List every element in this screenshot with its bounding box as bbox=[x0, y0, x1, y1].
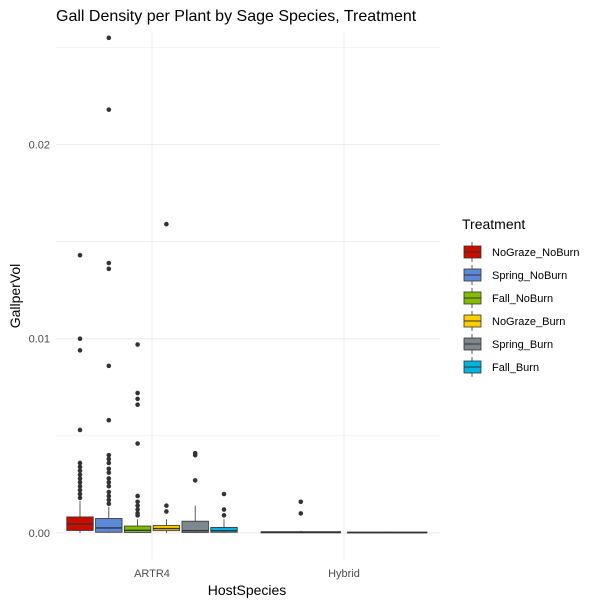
x-axis-title: HostSpecies bbox=[208, 582, 287, 598]
outlier-point bbox=[106, 260, 112, 266]
legend-label: Spring_NoBurn bbox=[492, 270, 567, 282]
y-tick-label: 0.01 bbox=[29, 334, 50, 346]
outlier-point bbox=[192, 452, 198, 458]
outlier-point bbox=[77, 336, 83, 342]
y-tick-label: 0.00 bbox=[29, 528, 50, 540]
outlier-point bbox=[106, 501, 112, 507]
outlier-point bbox=[135, 507, 140, 512]
chart-title: Gall Density per Plant by Sage Species, … bbox=[56, 8, 417, 25]
y-axis-title: GallperVol bbox=[7, 264, 23, 329]
legend-label: NoGraze_NoBurn bbox=[492, 247, 579, 259]
outlier-point bbox=[106, 35, 112, 41]
outlier-point bbox=[77, 480, 83, 485]
box-NoGraze_Burn bbox=[152, 221, 181, 533]
outlier-point bbox=[135, 342, 140, 347]
box-Spring_NoBurn bbox=[95, 35, 123, 533]
outlier-point bbox=[135, 441, 140, 446]
box-Fall_Burn bbox=[210, 491, 238, 533]
outlier-point bbox=[106, 266, 112, 272]
outlier-point bbox=[77, 487, 83, 493]
outlier-point bbox=[135, 503, 140, 508]
box-body bbox=[210, 526, 238, 533]
outlier-point bbox=[77, 348, 83, 353]
outlier-point bbox=[77, 476, 83, 481]
outlier-point bbox=[164, 503, 169, 508]
outlier-point bbox=[106, 489, 112, 495]
outlier-point bbox=[221, 507, 227, 512]
box-body bbox=[123, 525, 152, 533]
outlier-point bbox=[106, 480, 112, 485]
legend-label: Spring_Burn bbox=[492, 339, 553, 351]
outlier-point bbox=[135, 493, 140, 499]
outlier-point bbox=[135, 402, 140, 408]
outlier-point bbox=[164, 509, 169, 514]
outlier-point bbox=[106, 476, 112, 481]
outlier-point bbox=[106, 497, 112, 503]
outlier-point bbox=[298, 511, 304, 516]
outlier-point bbox=[77, 491, 83, 497]
legend-label: Fall_Burn bbox=[492, 362, 539, 374]
box-body bbox=[95, 518, 123, 533]
axes: 0.00 0.01 0.02 ARTR4 Hybrid bbox=[29, 140, 360, 580]
box-NoGraze_NoBurn bbox=[260, 499, 341, 534]
box-NoGraze_NoBurn bbox=[66, 252, 94, 533]
outlier-point bbox=[106, 456, 112, 462]
box-Spring_Burn bbox=[181, 450, 209, 533]
outlier-point bbox=[106, 460, 112, 466]
outlier-point bbox=[77, 252, 83, 258]
outlier-point bbox=[164, 221, 169, 227]
legend-label: Fall_NoBurn bbox=[492, 293, 553, 305]
legend-title: Treatment bbox=[462, 216, 525, 232]
box-Fall_NoBurn bbox=[123, 342, 152, 533]
outlier-point bbox=[298, 499, 304, 505]
plot-area bbox=[66, 35, 428, 534]
x-tick-label: ARTR4 bbox=[134, 568, 170, 580]
outlier-point bbox=[77, 468, 83, 474]
legend: Treatment NoGraze_NoBurn Spring_NoBurn Fal… bbox=[462, 216, 579, 377]
grid bbox=[56, 32, 440, 560]
y-tick-label: 0.02 bbox=[29, 140, 50, 152]
box-body bbox=[181, 520, 209, 533]
outlier-point bbox=[221, 513, 227, 518]
outlier-point bbox=[106, 452, 112, 458]
outlier-point bbox=[77, 472, 83, 477]
outlier-point bbox=[135, 499, 140, 505]
outlier-point bbox=[106, 466, 112, 472]
outlier-point bbox=[77, 483, 83, 489]
x-tick-label: Hybrid bbox=[328, 568, 360, 580]
legend-label: NoGraze_Burn bbox=[492, 316, 565, 328]
outlier-point bbox=[77, 495, 83, 501]
outlier-point bbox=[106, 363, 112, 369]
outlier-point bbox=[221, 491, 227, 497]
outlier-point bbox=[106, 493, 112, 499]
outlier-point bbox=[106, 417, 112, 423]
outlier-point bbox=[77, 460, 83, 466]
box-Fall_NoBurn bbox=[347, 531, 428, 534]
outlier-point bbox=[192, 478, 198, 483]
outlier-point bbox=[135, 513, 140, 518]
outlier-point bbox=[77, 464, 83, 470]
outlier-point bbox=[77, 427, 83, 433]
outlier-point bbox=[135, 390, 140, 396]
outlier-point bbox=[135, 396, 140, 402]
outlier-point bbox=[106, 107, 112, 112]
outlier-point bbox=[106, 470, 112, 475]
outlier-point bbox=[106, 483, 112, 489]
